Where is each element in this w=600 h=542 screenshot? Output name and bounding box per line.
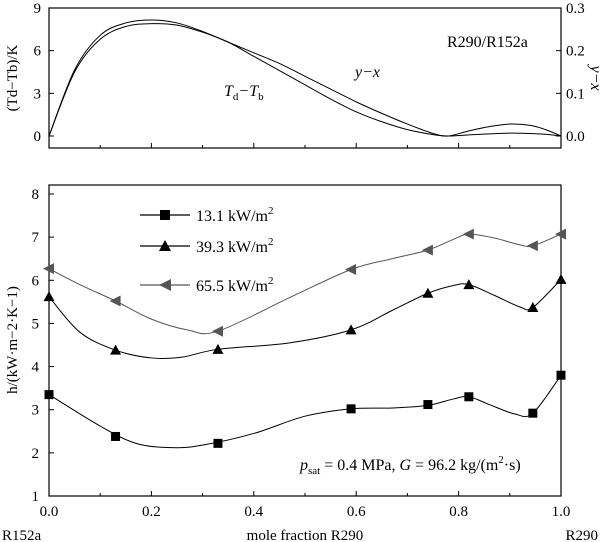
legend-marker-triangle-left (159, 279, 171, 291)
data-point-square (44, 390, 54, 400)
data-point-square (423, 400, 433, 410)
data-point-triangle-left (109, 295, 121, 307)
data-point-triangle-up (555, 273, 567, 284)
bottom-xtick-label: 0.0 (40, 504, 59, 520)
legend: 13.1 kW/m2 39.3 kW/m2 65.5 kW/m2 (140, 205, 274, 295)
top-left-ytick-label: 3 (34, 86, 42, 102)
bottom-curves (48, 233, 562, 449)
bottom-panel: 1 2 3 4 5 6 7 8 0.0 0.2 0.4 0.6 0.8 1.0 13.1 kW/m2 39… (2, 184, 598, 542)
data-point-triangle-left (526, 240, 538, 252)
bottom-ytick-label: 8 (32, 187, 40, 203)
bottom-xtick-label: 1.0 (552, 504, 571, 520)
y-x-annotation: y−x (353, 64, 380, 81)
data-point-square (346, 404, 356, 414)
bottom-ytick-label: 7 (32, 230, 40, 246)
legend-label-65-5: 65.5 kW/m2 (196, 275, 274, 295)
data-point-triangle-left (462, 228, 474, 240)
top-ticks: 0 3 6 9 0.0 0.1 0.2 0.3 (34, 1, 585, 148)
bottom-ticks: 1 2 3 4 5 6 7 8 0.0 0.2 0.4 0.6 0.8 1.0 (32, 187, 571, 520)
series-curve-1 (48, 279, 562, 360)
top-panel: 0 3 6 9 0.0 0.1 0.2 0.3 R290/R152a Td−Tb y−x (T… (5, 1, 600, 149)
top-left-ytick-label: 6 (34, 44, 42, 60)
data-point-triangle-left (345, 264, 357, 275)
bottom-markers (43, 228, 567, 448)
x-axis-label: mole fraction R290 (247, 528, 364, 542)
bottom-xtick-label: 0.8 (449, 504, 468, 520)
series-curve-2 (48, 233, 562, 335)
series-curve-0 (48, 374, 562, 449)
bottom-ylabel: h/(kW·m−2·K−1) (5, 286, 21, 394)
bottom-ytick-label: 3 (32, 403, 40, 419)
bottom-ytick-label: 5 (32, 316, 40, 332)
top-curves (48, 19, 562, 137)
top-left-ylabel: (Td−Tb)/K (5, 44, 21, 111)
data-point-triangle-up (527, 301, 539, 312)
data-point-triangle-up (43, 291, 55, 302)
td-tb-annotation: Td−Tb (224, 83, 264, 103)
data-point-triangle-up (422, 287, 434, 298)
legend-marker-square (160, 210, 170, 220)
data-point-square (464, 392, 474, 402)
top-panel-label: R290/R152a (447, 34, 528, 51)
data-point-triangle-left (555, 228, 566, 240)
top-right-ytick-label: 0.0 (566, 129, 585, 145)
legend-item-39-3: 39.3 kW/m2 (140, 236, 274, 256)
top-right-ytick-label: 0.3 (566, 1, 585, 17)
top-plot-frame (48, 7, 562, 149)
data-point-triangle-up (345, 324, 357, 335)
data-point-triangle-up (463, 279, 475, 290)
data-point-square (213, 438, 223, 448)
top-right-ytick-label: 0.2 (566, 44, 585, 60)
td-tb-curve (48, 23, 562, 137)
data-point-triangle-left (421, 244, 433, 256)
conditions-annotation: psat = 0.4 MPa, G = 96.2 kg/(m2·s) (299, 454, 521, 477)
bottom-xtick-label: 0.4 (244, 504, 263, 520)
top-right-ytick-label: 0.1 (566, 86, 585, 102)
top-left-ytick-label: 0 (34, 129, 42, 145)
data-point-triangle-left (43, 263, 54, 275)
data-point-square (528, 408, 538, 418)
x-end-right-label: R290 (565, 528, 598, 542)
legend-label-13-1: 13.1 kW/m2 (196, 205, 274, 225)
bottom-ytick-label: 6 (32, 273, 40, 289)
data-point-square (556, 370, 566, 380)
bottom-xtick-label: 0.2 (142, 504, 161, 520)
data-point-triangle-up (110, 344, 122, 355)
data-point-square (111, 431, 121, 441)
bottom-ytick-label: 4 (32, 360, 40, 376)
legend-marker-triangle-up (159, 240, 171, 251)
top-left-ytick-label: 9 (34, 1, 42, 17)
x-end-left-label: R152a (2, 528, 42, 542)
bottom-xtick-label: 0.6 (347, 504, 366, 520)
bottom-ytick-label: 1 (32, 489, 40, 505)
y-x-curve (48, 19, 562, 137)
data-point-triangle-up (212, 343, 224, 354)
legend-item-65-5: 65.5 kW/m2 (140, 275, 274, 295)
bottom-ytick-label: 2 (32, 446, 40, 462)
top-right-ylabel: y−x (587, 64, 600, 91)
legend-item-13-1: 13.1 kW/m2 (140, 205, 274, 225)
data-point-triangle-left (211, 325, 223, 337)
legend-label-39-3: 39.3 kW/m2 (196, 236, 274, 256)
